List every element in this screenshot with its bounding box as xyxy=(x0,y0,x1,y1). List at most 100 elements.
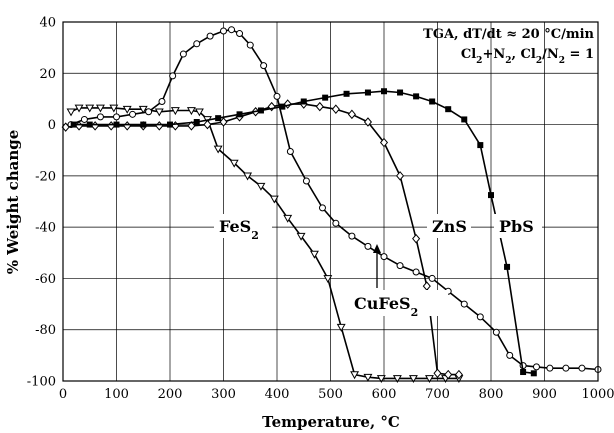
point-zns xyxy=(155,121,164,131)
point-zns xyxy=(395,171,405,181)
point-cufes2 xyxy=(578,364,586,372)
point-fes2 xyxy=(323,275,333,284)
point-cufes2 xyxy=(193,40,201,48)
x-tick-label: 400 xyxy=(265,387,290,402)
point-cufes2 xyxy=(380,253,388,261)
label-bg-cufes2 xyxy=(350,290,448,316)
point-zns xyxy=(433,368,442,379)
point-zns xyxy=(347,109,356,120)
point-fes2 xyxy=(336,323,346,332)
point-zns xyxy=(379,137,389,148)
point-cufes2 xyxy=(546,364,554,372)
y-tick-label: -20 xyxy=(35,169,56,184)
x-tick-label: 1000 xyxy=(581,387,614,402)
point-cufes2 xyxy=(364,242,372,250)
cufes2-arrow-head xyxy=(373,244,381,253)
point-pbs xyxy=(86,121,93,128)
point-zns xyxy=(363,117,373,127)
point-pbs xyxy=(381,88,387,95)
point-fes2 xyxy=(74,104,84,113)
point-pbs xyxy=(215,115,222,122)
point-zns xyxy=(219,117,228,127)
label-bg-zns xyxy=(427,214,471,238)
point-cufes2 xyxy=(129,110,137,118)
x-tick-label: 800 xyxy=(479,387,504,402)
point-cufes2 xyxy=(476,313,484,321)
point-pbs xyxy=(113,121,120,128)
series-line-cufes2 xyxy=(70,28,599,371)
series-pbs xyxy=(70,88,537,377)
point-pbs xyxy=(530,370,537,377)
point-fes2 xyxy=(296,232,306,241)
point-fes2 xyxy=(122,105,132,114)
point-fes2 xyxy=(66,108,76,117)
point-pbs xyxy=(193,119,200,126)
point-fes2 xyxy=(243,172,253,181)
point-cufes2 xyxy=(158,97,166,105)
point-fes2 xyxy=(85,104,95,113)
point-cufes2 xyxy=(145,108,153,116)
annotation-line1: TGA, dT/dt ≈ 20 °C/min xyxy=(423,27,594,42)
point-fes2 xyxy=(229,159,239,168)
series-line-fes2 xyxy=(70,107,459,380)
x-tick-label: 600 xyxy=(372,387,397,402)
point-zns xyxy=(412,233,421,244)
point-pbs xyxy=(236,111,243,118)
point-cufes2 xyxy=(260,62,268,70)
point-pbs xyxy=(488,192,494,199)
x-axis-label: Temperature, °C xyxy=(262,413,400,431)
y-tick-label: 20 xyxy=(39,67,56,82)
x-tick-label: 900 xyxy=(532,387,557,402)
point-fes2 xyxy=(213,145,223,154)
point-cufes2 xyxy=(286,147,294,155)
y-tick-label: 40 xyxy=(39,16,56,31)
point-fes2 xyxy=(154,108,164,117)
point-fes2 xyxy=(194,108,204,117)
x-tick-label: 200 xyxy=(158,387,183,402)
point-pbs xyxy=(300,98,307,105)
point-fes2 xyxy=(425,375,434,384)
point-zns xyxy=(444,369,453,380)
x-tick-label: 300 xyxy=(211,387,236,402)
point-cufes2 xyxy=(246,41,254,49)
point-cufes2 xyxy=(206,32,214,40)
point-pbs xyxy=(413,93,420,100)
point-cufes2 xyxy=(228,26,236,34)
series-zns xyxy=(61,99,463,380)
point-cufes2 xyxy=(220,27,227,35)
point-cufes2 xyxy=(396,262,404,270)
point-fes2 xyxy=(283,214,293,223)
point-fes2 xyxy=(376,375,386,384)
series-label-fes2: FeS2 xyxy=(219,217,259,242)
point-zns xyxy=(422,281,431,291)
y-tick-label: -80 xyxy=(35,323,56,338)
point-pbs xyxy=(504,263,511,270)
point-cufes2 xyxy=(302,177,310,185)
point-cufes2 xyxy=(332,219,340,227)
point-zns xyxy=(331,104,340,114)
point-cufes2 xyxy=(169,72,177,80)
point-zns xyxy=(187,121,196,131)
point-fes2 xyxy=(309,250,319,259)
series-label-zns: ZnS xyxy=(432,217,467,236)
series-label-pbs: PbS xyxy=(499,217,534,236)
label-bg-pbs xyxy=(494,214,542,238)
point-cufes2 xyxy=(428,274,436,282)
point-cufes2 xyxy=(179,50,187,58)
tick-labels: 0 100 200 300 400 500 600 700 800 900 100040200-20… xyxy=(27,16,614,403)
point-pbs xyxy=(167,121,173,128)
point-zns xyxy=(203,119,212,130)
point-fes2 xyxy=(170,107,180,116)
series-cufes2 xyxy=(67,26,602,373)
x-tick-label: 700 xyxy=(425,387,450,402)
y-axis-label: % Weight change xyxy=(4,130,22,275)
point-cufes2 xyxy=(460,300,468,308)
series-layer xyxy=(61,26,602,384)
point-pbs xyxy=(140,121,147,128)
plot-frame xyxy=(62,21,599,382)
point-pbs xyxy=(461,116,468,123)
point-fes2 xyxy=(186,107,196,116)
point-cufes2 xyxy=(562,364,570,372)
point-pbs xyxy=(477,142,484,149)
point-cufes2 xyxy=(348,232,356,240)
